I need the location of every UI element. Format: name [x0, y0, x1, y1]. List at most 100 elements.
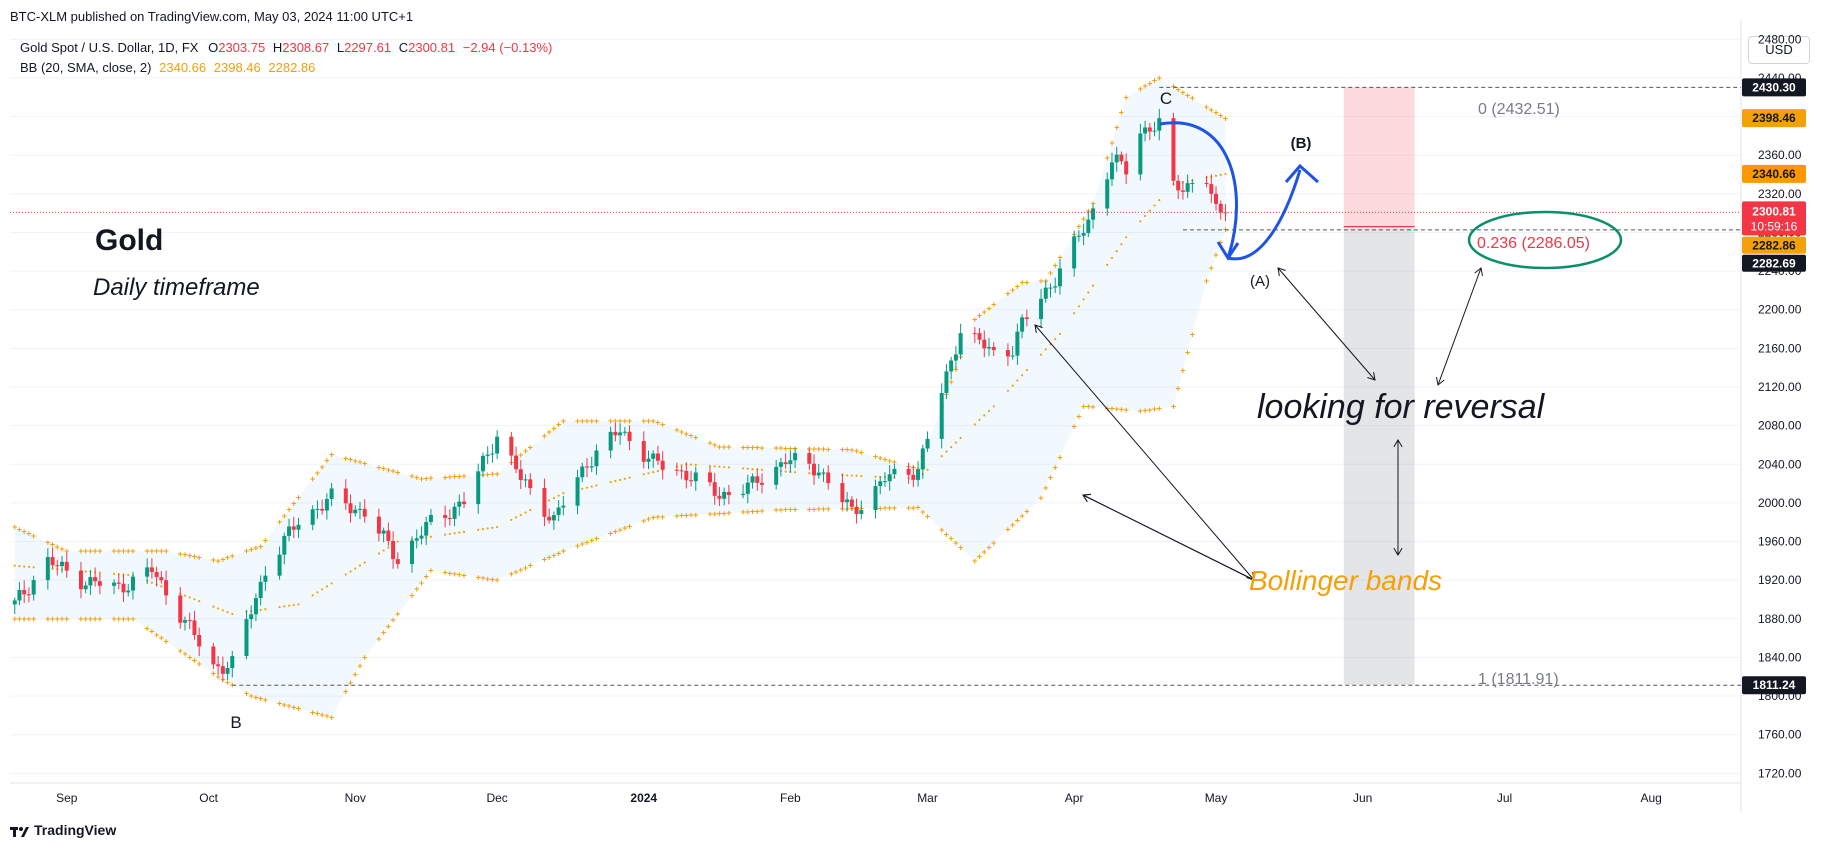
fib-retracement[interactable]: [1343, 87, 1415, 685]
bb-upper-mark: +: [225, 553, 230, 563]
candle-body: [712, 482, 717, 496]
bb-basis-dot: [245, 610, 248, 614]
last-price-tag-bg: [1742, 201, 1806, 236]
candle-body: [717, 495, 722, 499]
bb-basis-dot: [619, 478, 622, 481]
bb-lower-mark: +: [461, 570, 466, 580]
bb-upper-mark: +: [428, 473, 433, 483]
bb-basis-dot: [56, 568, 59, 571]
annotation-drawings[interactable]: [1034, 121, 1623, 581]
fib-label-0[interactable]: 0 (2432.51): [1478, 101, 1560, 118]
bb-upper-mark: +: [1180, 87, 1185, 97]
bb-basis-dot: [916, 477, 920, 480]
bb-lower-mark: +: [1105, 403, 1110, 413]
bb-basis-dot: [874, 475, 877, 478]
fib-label-1[interactable]: 1 (1811.91): [1478, 671, 1559, 688]
annotation-reversal[interactable]: looking for reversal: [1257, 388, 1546, 426]
candle-body: [1081, 233, 1086, 236]
candle-body: [1086, 219, 1091, 234]
candle-body: [353, 509, 358, 514]
bb-upper-mark: +: [329, 450, 334, 460]
bb-lower-mark: +: [1057, 452, 1062, 462]
fib-label-0236[interactable]: 0.236 (2286.05): [1477, 235, 1590, 252]
bb-basis-dot: [576, 488, 579, 492]
bb-lower-mark: +: [1204, 276, 1209, 286]
time-axis[interactable]: Sep Oct Nov Dec 2024 Feb Mar Apr May Jun Jul Aug: [56, 791, 1662, 805]
candle-body: [1147, 127, 1152, 132]
candle-body: [112, 582, 117, 586]
bb-basis-dot: [179, 592, 182, 595]
bb-lower-mark: +: [1072, 422, 1077, 432]
currency-button[interactable]: USD: [1748, 36, 1810, 64]
bb-lower-mark: +: [688, 510, 693, 520]
time-tick-label: Nov: [345, 791, 366, 805]
bb-basis-dot: [907, 477, 910, 480]
wave-label-b[interactable]: (B): [1291, 135, 1312, 152]
bb-lower-mark: +: [315, 709, 320, 719]
bb-upper-value: 2398.46: [213, 60, 261, 75]
bb-upper-mark: +: [395, 467, 400, 477]
bb-upper-mark: +: [859, 448, 864, 458]
candle-body: [783, 462, 788, 465]
candle-body: [376, 516, 381, 534]
price-tick-label: 2320.00: [1758, 187, 1802, 201]
bb-lower-mark: +: [1142, 405, 1147, 415]
annotation-bollinger[interactable]: Bollinger bands: [1249, 565, 1442, 596]
bb-lower-mark: +: [693, 510, 698, 520]
time-tick-label: Oct: [199, 791, 218, 805]
bb-upper-mark: +: [854, 446, 859, 456]
candle-body: [329, 488, 334, 499]
bb-basis-dot: [987, 409, 991, 412]
bb-label[interactable]: BB (20, SMA, close, 2): [20, 60, 152, 75]
candle-body: [216, 664, 221, 667]
annotation-title[interactable]: Gold: [95, 224, 163, 257]
bb-upper-mark: +: [178, 549, 183, 559]
wave-label-a[interactable]: (A): [1250, 273, 1270, 290]
bollinger-band-fill: [14, 77, 1226, 718]
bb-lower-mark: +: [608, 528, 613, 538]
bb-basis-dot: [377, 552, 381, 555]
bb-upper-mark: +: [788, 443, 793, 453]
annotation-texts[interactable]: Gold Daily timeframe looking for reversal B…: [93, 89, 1590, 732]
annotation-subtitle[interactable]: Daily timeframe: [93, 274, 260, 301]
price-axis[interactable]: 2480.002440.002400.002360.002320.002280.…: [1758, 32, 1802, 780]
bb-lower-mark: +: [788, 505, 793, 515]
bb-upper-mark: +: [12, 522, 17, 532]
candle-body: [684, 470, 689, 481]
symbol-name[interactable]: Gold Spot / U.S. Dollar, 1D, FX: [20, 40, 199, 55]
wave-label-c[interactable]: C: [1160, 89, 1172, 108]
bb-upper-mark: +: [1152, 76, 1157, 86]
bb-lower-mark: +: [485, 574, 490, 584]
bb-lower-mark: +: [1005, 524, 1010, 534]
candle-body: [126, 590, 131, 593]
bb-upper-mark: +: [740, 442, 745, 452]
bb-basis-dot: [846, 474, 849, 477]
candle-body: [1105, 179, 1110, 209]
bb-lower-mark: +: [277, 699, 282, 709]
bb-lower-mark: +: [428, 566, 433, 576]
bb-upper-mark: +: [816, 444, 821, 454]
candle-body: [1114, 154, 1119, 163]
bb-upper-mark: +: [915, 464, 920, 474]
bb-upper-mark: +: [826, 444, 831, 454]
footer-brand[interactable]: TradingView: [34, 822, 117, 838]
candle-body: [812, 463, 817, 476]
bb-upper-mark: +: [575, 416, 580, 426]
horizontal-lines[interactable]: [10, 86, 1741, 686]
bb-lower-mark: +: [712, 509, 717, 519]
bb-upper-mark: +: [958, 352, 963, 362]
candle-body: [674, 469, 679, 471]
bb-basis-dot: [1106, 263, 1109, 267]
close-value: 2300.81: [408, 40, 456, 55]
bb-lower-mark: +: [1185, 348, 1190, 358]
wave-label-b-low[interactable]: B: [230, 713, 241, 732]
bb-basis-dot: [112, 572, 116, 575]
bb-basis-dot: [477, 528, 480, 531]
bb-basis-dot: [164, 587, 168, 590]
bb-upper-mark: +: [523, 446, 528, 456]
bb-lower-mark: +: [1076, 412, 1081, 422]
bb-upper-mark: +: [551, 423, 556, 433]
bb-lower-mark: +: [816, 504, 821, 514]
